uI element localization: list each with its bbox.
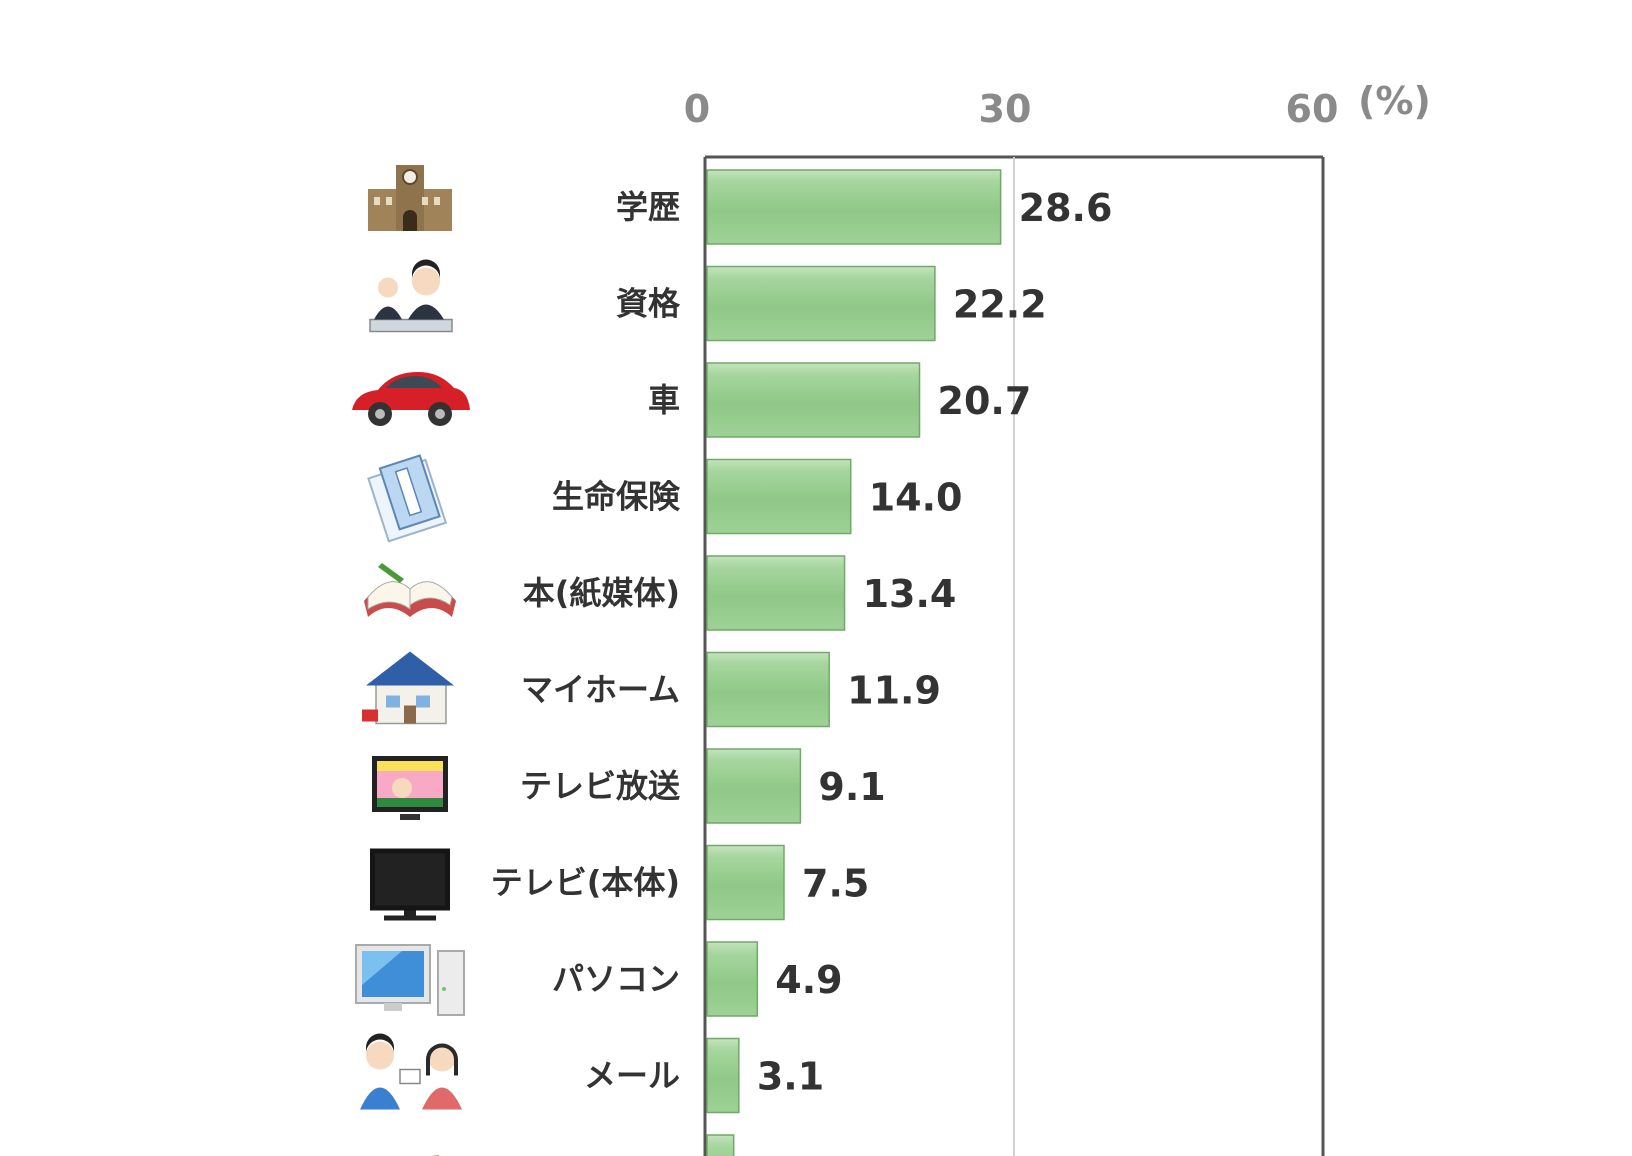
bar-11 (706, 1134, 735, 1156)
value-label-3: 20.7 (938, 379, 1032, 423)
icons-group (352, 165, 470, 1156)
category-label-10: メール (584, 1057, 680, 1095)
bars-group (706, 169, 1002, 1156)
value-label-10: 3.1 (757, 1055, 824, 1099)
category-label-4: 生命保険 (552, 478, 681, 516)
tv-icon (370, 848, 450, 921)
x-tick-label-60: 60 (1286, 87, 1339, 131)
category-label-2: 資格 (616, 285, 681, 323)
value-label-5: 13.4 (863, 572, 957, 616)
category-label-3: 車 (648, 381, 680, 419)
bar-5 (706, 555, 846, 631)
tv-broadcast-icon (372, 756, 448, 820)
category-label-9: パソコン (552, 960, 680, 998)
category-label-5: 本(紙媒体) (523, 574, 680, 612)
value-label-1: 28.6 (1019, 186, 1113, 230)
value-label-7: 9.1 (818, 765, 885, 809)
x-tick-label-30: 30 (979, 87, 1032, 131)
category-label-7: テレビ放送 (520, 767, 680, 805)
university-icon (368, 165, 452, 231)
bar-9 (706, 941, 759, 1017)
book-icon (364, 563, 456, 617)
unit-label: (%) (1358, 79, 1431, 123)
value-label-4: 14.0 (869, 476, 963, 520)
value-label-8: 7.5 (802, 862, 869, 906)
value-label-9: 4.9 (775, 958, 842, 1002)
bar-4 (706, 458, 852, 535)
bar-2 (706, 265, 936, 342)
value-label-6: 11.9 (847, 669, 941, 713)
bar-6 (706, 651, 830, 728)
bar-1 (706, 169, 1002, 245)
x-tick-label-0: 0 (684, 87, 710, 131)
category-label-8: テレビ(本体) (491, 864, 680, 902)
insurance-document-icon (367, 454, 448, 543)
email-people-icon (360, 1033, 462, 1110)
computer-icon (355, 944, 465, 1016)
exam-icon (369, 259, 453, 333)
category-label-6: マイホーム (521, 671, 680, 709)
bar-7 (706, 748, 802, 824)
car-icon (352, 372, 470, 426)
category-label-1: 学歴 (616, 188, 680, 226)
value-label-2: 22.2 (953, 283, 1047, 327)
category-labels-group: 学歴 28.6 資格 22.2 車 20.7 生命保険 14.0 本(紙媒体) 13.4 マイホーム… (491, 186, 1113, 1099)
bar-8 (706, 844, 785, 921)
house-icon (362, 651, 454, 725)
bar-3 (706, 362, 921, 438)
bar-10 (706, 1037, 740, 1114)
